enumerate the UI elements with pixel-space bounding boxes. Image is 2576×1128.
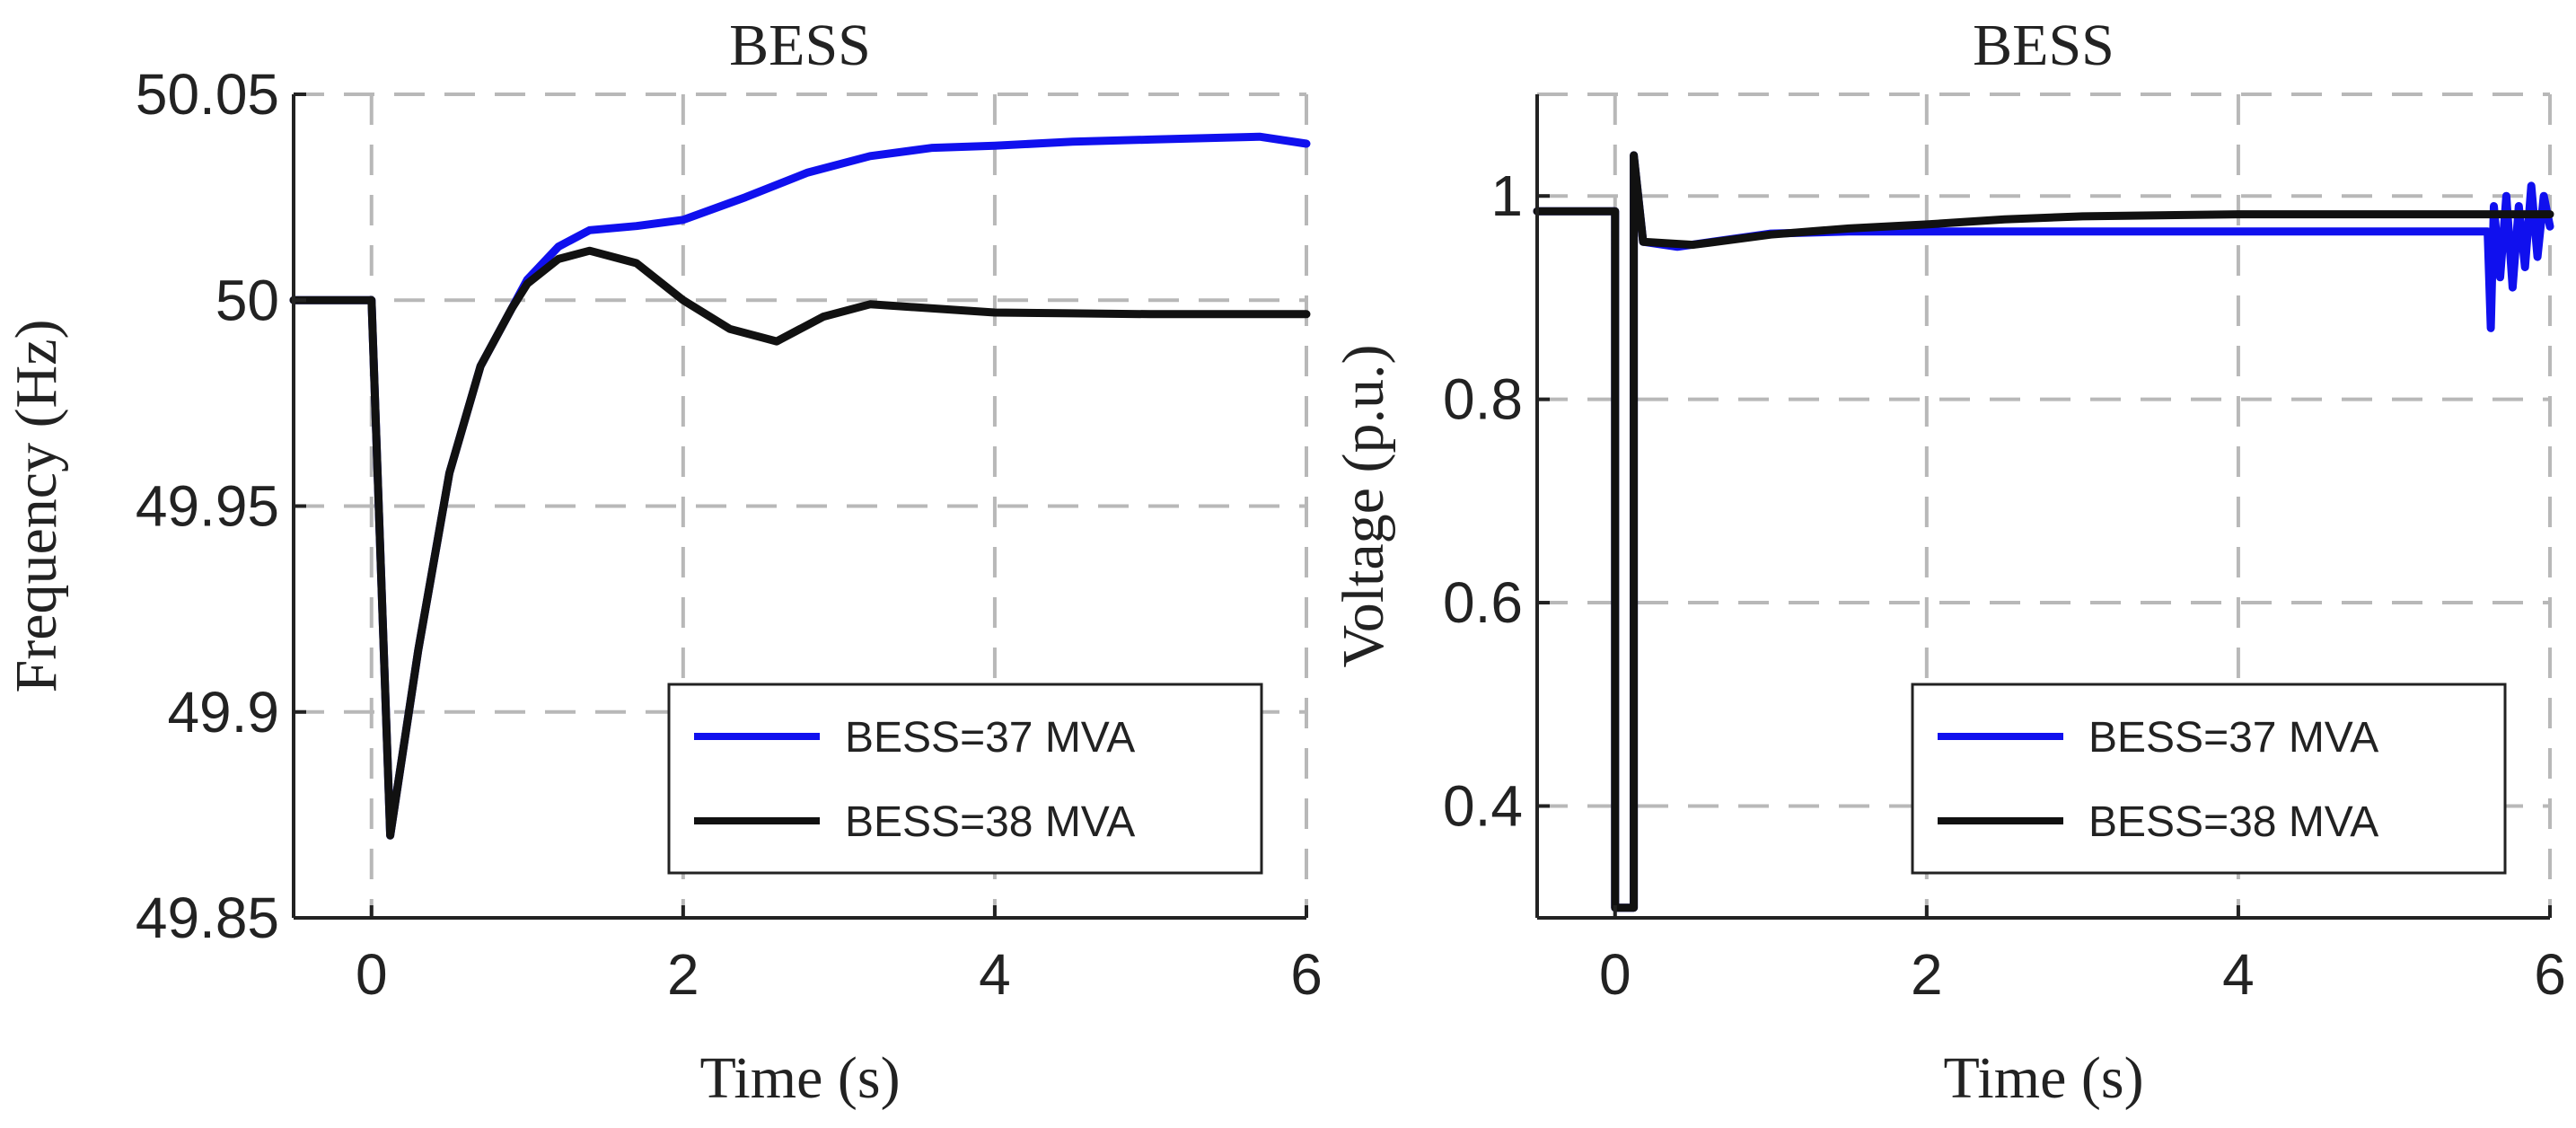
frequency-series-line-38mva xyxy=(289,246,1311,840)
voltage-x-tick-label: 4 xyxy=(2222,942,2255,1007)
voltage-tick-labels: 0 2 4 6 0.4 0.6 0.8 1 xyxy=(1443,163,2566,1007)
frequency-y-tick-label: 50.05 xyxy=(136,62,279,127)
frequency-legend-box xyxy=(667,683,1263,875)
voltage-legend: BESS=37 MVA BESS=38 MVA xyxy=(1911,683,2507,875)
voltage-x-axis-label: Time (s) xyxy=(1943,1045,2143,1111)
voltage-legend-box xyxy=(1911,683,2507,875)
voltage-panel: 0 2 4 6 0.4 0.6 0.8 1 BESS Time (s) Voltage (p.… xyxy=(1331,13,2566,1111)
frequency-legend-label-38mva: BESS=38 MVA xyxy=(845,798,1135,846)
frequency-legend: BESS=37 MVA BESS=38 MVA xyxy=(667,683,1263,875)
frequency-x-tick-label: 0 xyxy=(356,942,388,1007)
frequency-y-tick-label: 50 xyxy=(215,268,279,332)
frequency-y-tick-label: 49.9 xyxy=(167,680,279,745)
frequency-legend-label-37mva: BESS=37 MVA xyxy=(845,714,1135,762)
frequency-tick-labels: 0 2 4 6 49.85 49.9 49.95 50 50.05 xyxy=(136,62,1323,1007)
frequency-x-tick-label: 6 xyxy=(1290,942,1323,1007)
frequency-x-axis-label: Time (s) xyxy=(699,1045,900,1111)
frequency-y-tick-label: 49.85 xyxy=(136,886,279,950)
frequency-x-tick-label: 4 xyxy=(979,942,1011,1007)
voltage-x-tick-label: 2 xyxy=(1911,942,1943,1007)
voltage-y-tick-label: 0.8 xyxy=(1443,367,1523,432)
voltage-x-tick-label: 6 xyxy=(2534,942,2566,1007)
voltage-y-axis-label: Voltage (p.u.) xyxy=(1331,345,1396,668)
voltage-y-tick-label: 0.6 xyxy=(1443,570,1523,635)
voltage-chart-title: BESS xyxy=(1973,13,2114,78)
frequency-series xyxy=(289,132,1311,840)
voltage-y-tick-label: 0.4 xyxy=(1443,773,1523,838)
voltage-x-tick-label: 0 xyxy=(1599,942,1631,1007)
frequency-y-tick-label: 49.95 xyxy=(136,474,279,539)
frequency-x-tick-label: 2 xyxy=(667,942,699,1007)
voltage-series xyxy=(1533,151,2554,912)
frequency-chart-title: BESS xyxy=(729,13,871,78)
voltage-legend-label-37mva: BESS=37 MVA xyxy=(2088,714,2378,762)
frequency-y-axis-label: Frequency (Hz) xyxy=(4,320,69,693)
voltage-series-line-38mva xyxy=(1533,151,2554,912)
voltage-axes xyxy=(1535,94,2550,920)
voltage-legend-label-38mva: BESS=38 MVA xyxy=(2088,798,2378,846)
voltage-y-tick-label: 1 xyxy=(1490,163,1523,228)
